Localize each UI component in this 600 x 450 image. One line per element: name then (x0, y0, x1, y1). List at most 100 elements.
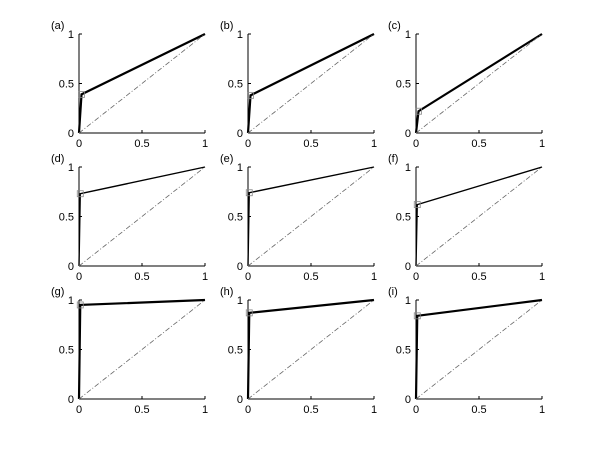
roc-curve-line (77, 298, 206, 400)
subplot-i: (i) 0 0.5 1 0 0.5 1 (388, 286, 545, 416)
x-tick-label: 0.5 (303, 271, 318, 283)
panel-label: (h) (220, 286, 233, 298)
y-tick-label: 0.5 (396, 345, 411, 357)
panel-label: (b) (220, 20, 233, 32)
subplot-f: (f) 0 0.5 1 0 0.5 1 (388, 153, 545, 283)
roc-curve-line (247, 166, 375, 267)
chance-diagonal-line (415, 166, 543, 267)
roc-curve-line (78, 166, 206, 267)
x-tick-label: 0.5 (471, 271, 486, 283)
operating-point-marker (245, 309, 253, 317)
y-tick-label: 0 (237, 394, 243, 406)
panel-label: (e) (220, 153, 233, 165)
y-tick-label: 0 (237, 261, 243, 273)
x-tick-label: 1 (371, 271, 377, 283)
x-tick-label: 0 (76, 404, 82, 416)
y-tick-label: 1 (405, 162, 411, 174)
operating-point-marker (413, 201, 421, 209)
subplot-h: (h) 0 0.5 1 0 0.5 1 (220, 286, 377, 416)
x-tick-label: 1 (202, 138, 208, 150)
roc-curve-line (77, 33, 206, 134)
x-tick-label: 0.5 (134, 138, 149, 150)
subplot-b: (b) 0 0.5 1 0 0.5 1 (220, 20, 377, 150)
chance-diagonal-line (415, 299, 543, 400)
operating-point-marker (247, 91, 254, 99)
chance-diagonal-line (78, 166, 206, 267)
y-tick-label: 0 (68, 128, 74, 140)
subplot-d: (d) 0 0.5 1 0 0.5 1 (51, 153, 208, 283)
x-tick-label: 1 (371, 404, 377, 416)
y-tick-label: 1 (68, 29, 74, 41)
y-tick-label: 0 (237, 128, 243, 140)
chance-diagonal-line (78, 299, 206, 400)
y-tick-label: 1 (405, 29, 411, 41)
subplot-a: (a) 0 0.5 1 0 0.5 1 (51, 20, 208, 150)
operating-point-marker (76, 190, 84, 198)
roc-curve-line (246, 298, 375, 400)
chance-diagonal-line (247, 33, 375, 134)
x-tick-label: 0 (413, 271, 419, 283)
x-tick-label: 0 (76, 271, 82, 283)
subplot-e: (e) 0 0.5 1 0 0.5 1 (220, 153, 377, 283)
y-tick-label: 0 (405, 128, 411, 140)
y-tick-label: 0.5 (59, 345, 74, 357)
y-tick-label: 0.5 (396, 79, 411, 91)
y-tick-label: 1 (237, 295, 243, 307)
y-tick-label: 1 (405, 295, 411, 307)
x-tick-label: 0 (413, 404, 419, 416)
roc-curve-line (414, 298, 543, 400)
chance-diagonal-line (415, 33, 543, 134)
subplot-g: (g) 0 0.5 1 0 0.5 1 (51, 286, 208, 416)
panel-label: (g) (51, 286, 64, 298)
x-tick-label: 1 (539, 404, 545, 416)
y-tick-label: 0 (68, 394, 74, 406)
panel-label: (f) (388, 153, 398, 165)
x-tick-label: 1 (539, 271, 545, 283)
y-tick-label: 1 (68, 295, 74, 307)
x-tick-label: 1 (202, 271, 208, 283)
operating-point-marker (413, 312, 421, 320)
x-tick-label: 0 (245, 271, 251, 283)
chance-diagonal-line (247, 166, 375, 267)
y-tick-label: 0.5 (396, 212, 411, 224)
y-tick-label: 0.5 (228, 345, 243, 357)
x-tick-label: 0.5 (303, 138, 318, 150)
y-tick-label: 0.5 (59, 79, 74, 91)
y-tick-label: 1 (68, 162, 74, 174)
y-tick-label: 0 (68, 261, 74, 273)
y-tick-label: 1 (237, 162, 243, 174)
subplot-c: (c) 0 0.5 1 0 0.5 1 (388, 20, 545, 150)
chance-diagonal-line (78, 33, 206, 134)
operating-point-marker (76, 301, 84, 309)
panel-label: (i) (388, 286, 398, 298)
y-tick-label: 1 (237, 29, 243, 41)
y-tick-label: 0.5 (228, 212, 243, 224)
x-tick-label: 0.5 (134, 271, 149, 283)
x-tick-label: 0 (413, 138, 419, 150)
y-tick-label: 0 (405, 394, 411, 406)
x-tick-label: 0 (245, 138, 251, 150)
y-tick-label: 0 (405, 261, 411, 273)
panel-label: (d) (51, 153, 64, 165)
y-tick-label: 0.5 (228, 79, 243, 91)
roc-curve-line (414, 33, 543, 134)
x-tick-label: 1 (371, 138, 377, 150)
x-tick-label: 0 (245, 404, 251, 416)
panel-label: (a) (51, 20, 64, 32)
roc-curve-line (415, 166, 543, 267)
operating-point-marker (415, 107, 422, 115)
operating-point-marker (245, 189, 253, 197)
chance-diagonal-line (247, 299, 375, 400)
panel-label: (c) (388, 20, 401, 32)
x-tick-label: 1 (202, 404, 208, 416)
x-tick-label: 0 (76, 138, 82, 150)
x-tick-label: 1 (539, 138, 545, 150)
x-tick-label: 0.5 (471, 404, 486, 416)
operating-point-marker (78, 90, 85, 98)
roc-curve-line (246, 33, 375, 134)
y-tick-label: 0.5 (59, 212, 74, 224)
x-tick-label: 0.5 (303, 404, 318, 416)
x-tick-label: 0.5 (134, 404, 149, 416)
x-tick-label: 0.5 (471, 138, 486, 150)
